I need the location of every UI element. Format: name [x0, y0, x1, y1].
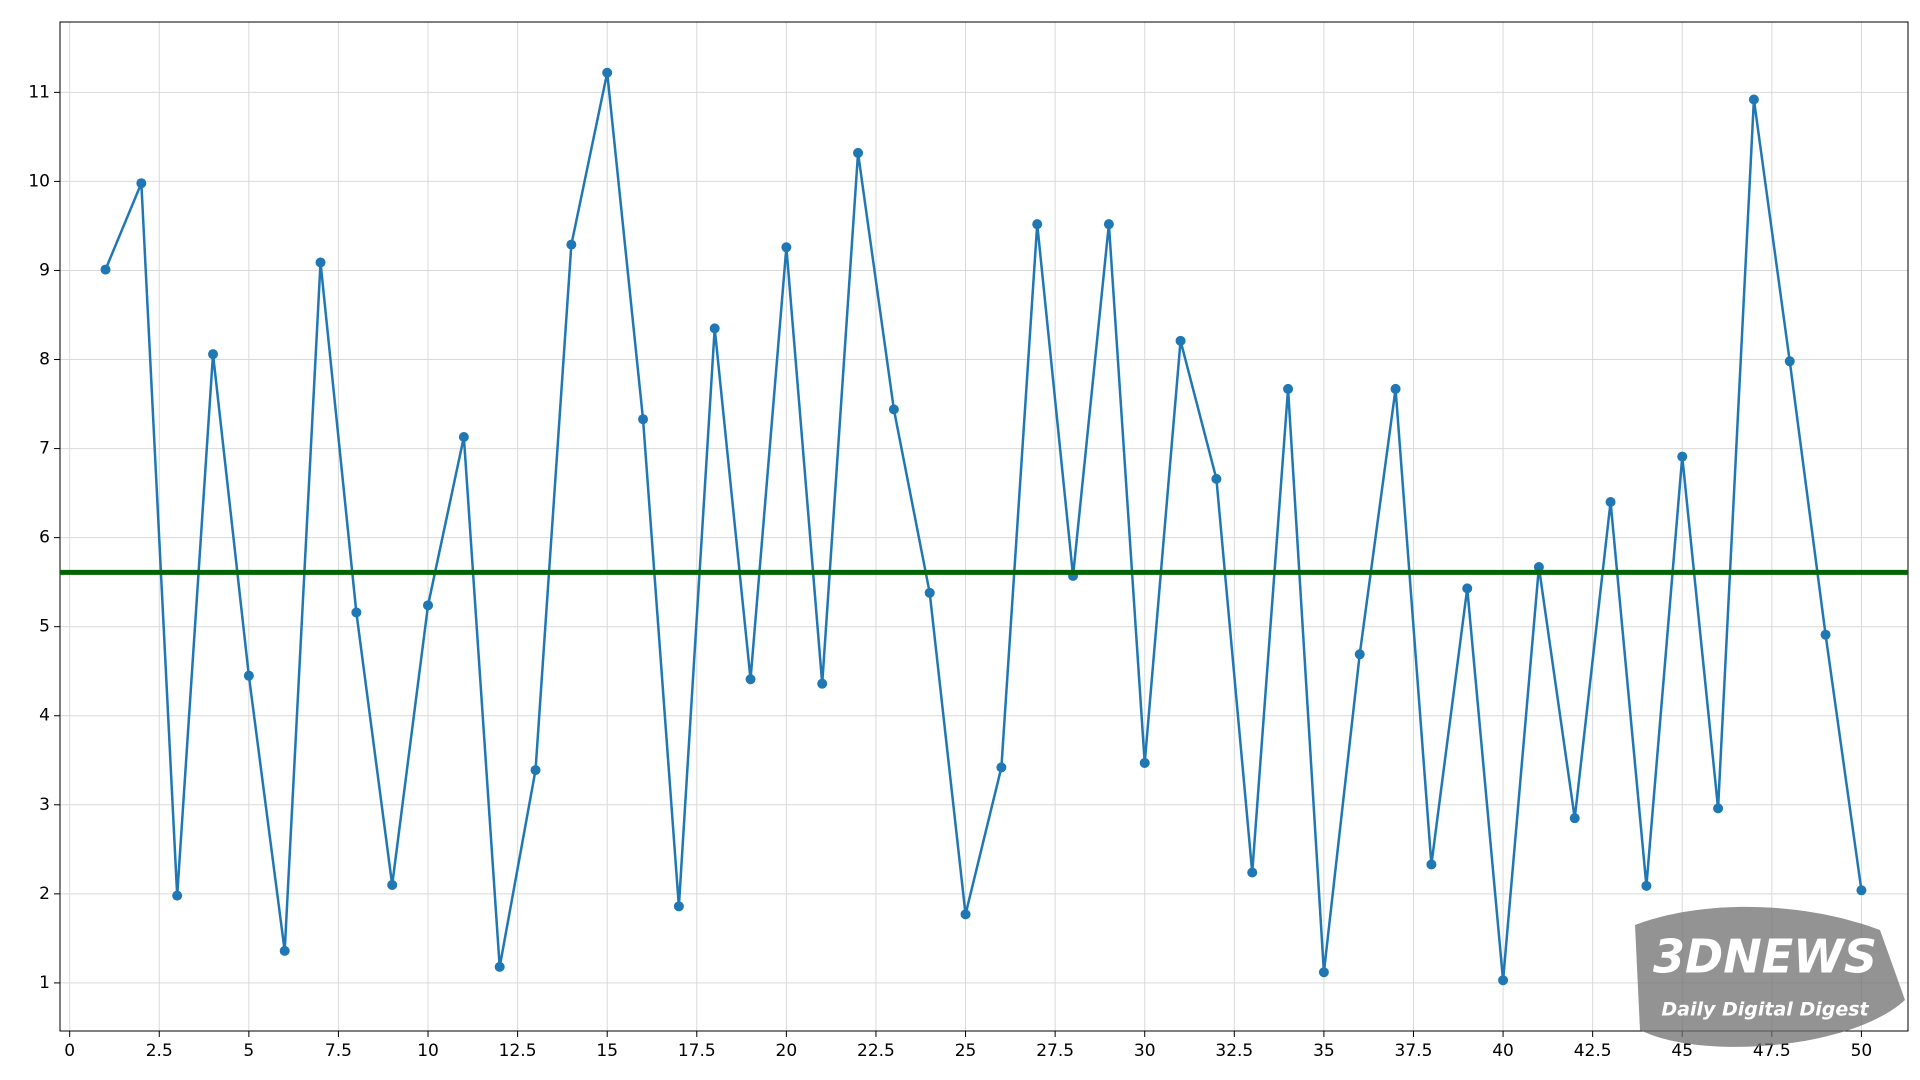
point	[960, 909, 971, 920]
point	[172, 890, 183, 901]
x-tick-label: 50	[1851, 1041, 1873, 1061]
point	[1426, 859, 1437, 870]
point	[423, 600, 434, 611]
point	[1748, 94, 1759, 105]
x-tick-label: 2.5	[146, 1041, 173, 1061]
plot-frame	[59, 21, 1909, 1032]
x-tick-label: 20	[776, 1041, 798, 1061]
x-tick-label: 0	[64, 1041, 75, 1061]
point	[1139, 757, 1150, 768]
point	[100, 264, 111, 275]
x-tick-label: 32.5	[1215, 1041, 1253, 1061]
point	[1498, 975, 1509, 986]
point	[1462, 583, 1473, 594]
x-tick-label: 17.5	[678, 1041, 716, 1061]
point	[1175, 335, 1186, 346]
x-tick-label: 15	[596, 1041, 618, 1061]
y-tick-label: 11	[28, 82, 50, 102]
point	[1103, 219, 1114, 230]
point	[1820, 629, 1831, 640]
point	[566, 239, 577, 250]
point	[243, 670, 254, 681]
x-tick-label: 30	[1134, 1041, 1156, 1061]
point	[709, 323, 720, 334]
x-tick-label: 35	[1313, 1041, 1335, 1061]
point	[351, 607, 362, 618]
x-tick-label: 25	[955, 1041, 977, 1061]
point	[387, 879, 398, 890]
x-tick-label: 12.5	[499, 1041, 537, 1061]
point	[1856, 885, 1867, 896]
point	[1354, 649, 1365, 660]
point	[1390, 383, 1401, 394]
y-tick-label: 7	[39, 439, 50, 459]
point	[1605, 497, 1616, 508]
point	[315, 257, 326, 268]
point	[458, 431, 469, 442]
series-line	[104, 72, 1863, 981]
point	[853, 147, 864, 158]
point	[924, 587, 935, 598]
point	[817, 678, 828, 689]
point	[1533, 562, 1544, 573]
point	[530, 765, 541, 776]
x-tick-label: 40	[1492, 1041, 1514, 1061]
point	[1569, 813, 1580, 824]
point	[1713, 803, 1724, 814]
point	[208, 349, 219, 360]
x-tick-label: 37.5	[1395, 1041, 1433, 1061]
point	[1677, 451, 1688, 462]
x-tick-label: 7.5	[325, 1041, 352, 1061]
point	[1318, 967, 1329, 978]
x-tick-label: 22.5	[857, 1041, 895, 1061]
y-tick-label: 5	[39, 617, 50, 637]
x-tick-label: 27.5	[1036, 1041, 1074, 1061]
x-tick-label: 10	[417, 1041, 439, 1061]
point	[745, 674, 756, 685]
y-tick-label: 2	[39, 884, 50, 904]
y-tick-label: 10	[28, 171, 50, 191]
watermark-logo: 3DNEWS	[1653, 930, 1877, 984]
x-tick-label: 47.5	[1753, 1041, 1791, 1061]
watermark-tagline: Daily Digital Digest	[1661, 999, 1869, 1021]
point	[279, 945, 290, 956]
watermark-shape	[1635, 906, 1905, 1047]
x-tick-label: 42.5	[1574, 1041, 1612, 1061]
x-tick-label: 5	[243, 1041, 254, 1061]
y-tick-label: 3	[39, 795, 50, 815]
x-tick-label: 45	[1671, 1041, 1693, 1061]
point	[1032, 219, 1043, 230]
point	[1247, 867, 1258, 878]
point	[673, 901, 684, 912]
y-tick-label: 4	[39, 706, 50, 726]
point	[136, 178, 147, 189]
y-tick-label: 9	[39, 260, 50, 280]
point	[1784, 356, 1795, 367]
point	[638, 414, 649, 425]
point	[494, 961, 505, 972]
point	[1641, 880, 1652, 891]
y-tick-label: 8	[39, 350, 50, 370]
point	[1211, 473, 1222, 484]
point	[781, 242, 792, 253]
point	[888, 404, 899, 415]
y-tick-label: 6	[39, 528, 50, 548]
watermark: 3DNEWS Daily Digital Digest	[1635, 906, 1905, 1047]
point	[602, 67, 613, 78]
point	[996, 762, 1007, 773]
point	[1283, 383, 1294, 394]
y-tick-label: 1	[39, 973, 50, 993]
